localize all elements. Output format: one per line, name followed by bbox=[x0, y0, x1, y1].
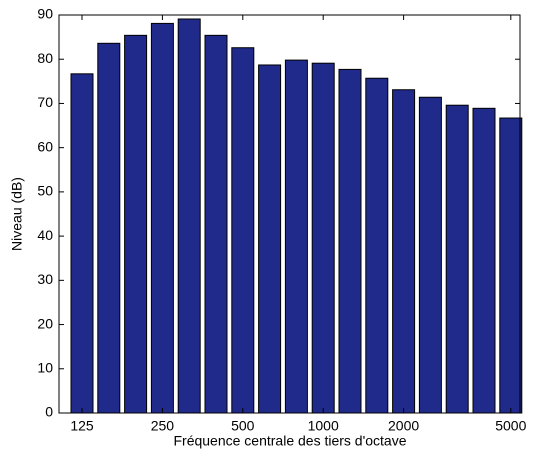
x-tick-label: 250 bbox=[151, 418, 175, 434]
bar bbox=[392, 89, 416, 414]
x-tick-label: 5000 bbox=[495, 418, 526, 434]
y-tick-label: 0 bbox=[45, 404, 53, 420]
plot-frame bbox=[58, 14, 521, 414]
bar bbox=[418, 96, 442, 414]
bar bbox=[338, 68, 362, 414]
y-tick-label: 10 bbox=[37, 359, 53, 375]
y-tick-label: 50 bbox=[37, 183, 53, 199]
y-axis-label: Niveau (dB) bbox=[9, 177, 25, 251]
bar bbox=[204, 34, 228, 414]
bar bbox=[70, 73, 94, 414]
y-tick-label: 70 bbox=[37, 94, 53, 110]
bar bbox=[284, 59, 308, 414]
x-tick-label: 500 bbox=[231, 418, 255, 434]
y-tick-label: 60 bbox=[37, 138, 53, 154]
bar bbox=[177, 18, 201, 414]
bar bbox=[472, 107, 496, 414]
y-tick-label: 80 bbox=[37, 50, 53, 66]
bar bbox=[365, 77, 389, 414]
x-tick-label: 2000 bbox=[388, 418, 419, 434]
y-tick-label: 20 bbox=[37, 315, 53, 331]
x-axis-label: Fréquence centrale des tiers d'octave bbox=[173, 433, 406, 449]
bar bbox=[311, 62, 335, 414]
bar bbox=[124, 34, 148, 414]
bar bbox=[258, 64, 282, 414]
x-tick-label: 125 bbox=[70, 418, 94, 434]
bar bbox=[231, 47, 255, 414]
y-tick-label: 90 bbox=[37, 6, 53, 22]
bar bbox=[445, 104, 469, 414]
x-tick-label: 1000 bbox=[308, 418, 339, 434]
bar bbox=[499, 117, 523, 414]
y-tick-label: 40 bbox=[37, 227, 53, 243]
bar bbox=[150, 22, 174, 414]
y-tick-label: 30 bbox=[37, 271, 53, 287]
bar bbox=[97, 42, 121, 414]
